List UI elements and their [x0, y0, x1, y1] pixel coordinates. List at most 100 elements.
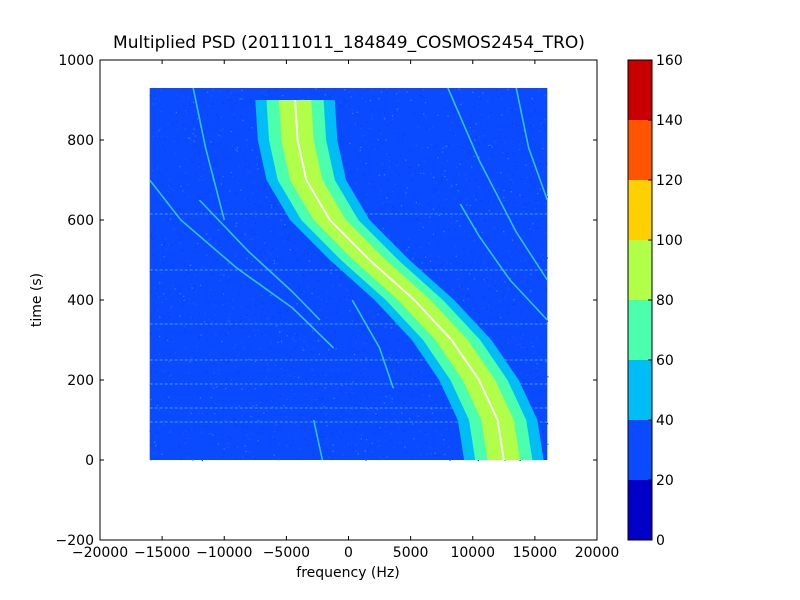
noise-speckle: [201, 126, 203, 128]
noise-speckle: [398, 349, 401, 351]
noise-speckle: [480, 165, 482, 168]
noise-speckle: [535, 321, 537, 323]
noise-speckle: [507, 337, 509, 339]
noise-speckle: [336, 376, 338, 378]
noise-speckle: [412, 408, 414, 410]
noise-speckle: [345, 288, 347, 290]
noise-speckle: [273, 438, 275, 440]
noise-speckle: [211, 273, 213, 275]
noise-speckle: [362, 342, 364, 345]
noise-speckle: [400, 384, 402, 386]
noise-speckle: [358, 407, 360, 409]
noise-speckle: [402, 352, 404, 354]
noise-speckle: [396, 113, 398, 115]
noise-speckle: [462, 147, 464, 149]
noise-speckle: [344, 160, 347, 162]
noise-speckle: [283, 413, 285, 415]
noise-speckle: [464, 189, 467, 191]
noise-speckle: [310, 272, 312, 274]
noise-speckle: [498, 131, 500, 133]
psd-noise-texture: [149, 88, 549, 462]
noise-speckle: [265, 94, 267, 96]
noise-speckle: [317, 340, 319, 342]
noise-speckle: [246, 403, 248, 406]
noise-speckle: [300, 427, 302, 429]
noise-speckle: [432, 208, 435, 210]
noise-speckle: [348, 443, 350, 445]
noise-speckle: [366, 193, 368, 196]
noise-speckle: [325, 317, 328, 319]
noise-speckle: [367, 88, 369, 90]
noise-speckle: [274, 387, 276, 389]
noise-speckle: [350, 388, 352, 391]
noise-speckle: [524, 182, 526, 185]
noise-speckle: [188, 437, 190, 440]
noise-speckle: [211, 372, 213, 375]
noise-speckle: [152, 103, 154, 105]
noise-speckle: [264, 221, 266, 223]
noise-speckle: [318, 280, 320, 282]
noise-speckle: [177, 94, 179, 96]
noise-speckle: [267, 324, 270, 326]
noise-speckle: [470, 116, 472, 118]
noise-speckle: [267, 370, 269, 372]
noise-speckle: [359, 324, 361, 327]
noise-speckle: [445, 216, 447, 218]
noise-speckle: [181, 250, 184, 252]
noise-speckle: [169, 411, 171, 413]
noise-speckle: [251, 127, 253, 129]
noise-speckle: [532, 345, 534, 348]
noise-speckle: [163, 370, 165, 372]
noise-speckle: [172, 124, 174, 126]
noise-speckle: [380, 190, 382, 192]
noise-speckle: [284, 318, 287, 321]
noise-speckle: [236, 446, 239, 448]
noise-speckle: [252, 238, 254, 240]
noise-speckle: [284, 226, 287, 228]
noise-speckle: [247, 173, 249, 175]
noise-speckle: [270, 230, 272, 233]
noise-speckle: [514, 360, 516, 362]
noise-speckle: [307, 96, 309, 98]
noise-speckle: [368, 182, 371, 185]
noise-speckle: [385, 153, 388, 155]
noise-speckle: [434, 189, 437, 191]
noise-speckle: [530, 273, 532, 275]
noise-speckle: [310, 258, 312, 260]
noise-speckle: [425, 260, 428, 262]
noise-speckle: [195, 246, 197, 248]
noise-speckle: [271, 316, 273, 318]
noise-speckle: [500, 306, 502, 309]
noise-speckle: [187, 456, 189, 459]
noise-speckle: [504, 337, 506, 339]
noise-speckle: [396, 108, 399, 110]
noise-speckle: [540, 260, 542, 263]
noise-speckle: [221, 434, 224, 436]
noise-speckle: [503, 231, 505, 233]
noise-speckle: [378, 400, 380, 402]
noise-speckle: [347, 289, 349, 292]
noise-speckle: [479, 320, 481, 322]
noise-speckle: [207, 300, 209, 303]
noise-speckle: [366, 202, 368, 204]
noise-speckle: [504, 233, 506, 235]
noise-speckle: [278, 458, 280, 461]
noise-speckle: [225, 299, 227, 302]
noise-speckle: [314, 397, 316, 399]
noise-speckle: [267, 363, 269, 366]
noise-speckle: [272, 429, 274, 431]
noise-speckle: [510, 191, 512, 193]
faint-track: [312, 419, 324, 461]
noise-speckle: [372, 330, 374, 333]
noise-speckle: [357, 124, 359, 126]
noise-speckle: [158, 432, 160, 435]
noise-speckle: [286, 398, 288, 401]
noise-speckle: [307, 404, 309, 406]
noise-speckle: [516, 194, 519, 196]
noise-speckle: [402, 431, 405, 433]
noise-speckle: [294, 422, 296, 425]
noise-speckle: [305, 396, 307, 398]
noise-speckle: [391, 398, 393, 400]
noise-speckle: [370, 217, 372, 219]
